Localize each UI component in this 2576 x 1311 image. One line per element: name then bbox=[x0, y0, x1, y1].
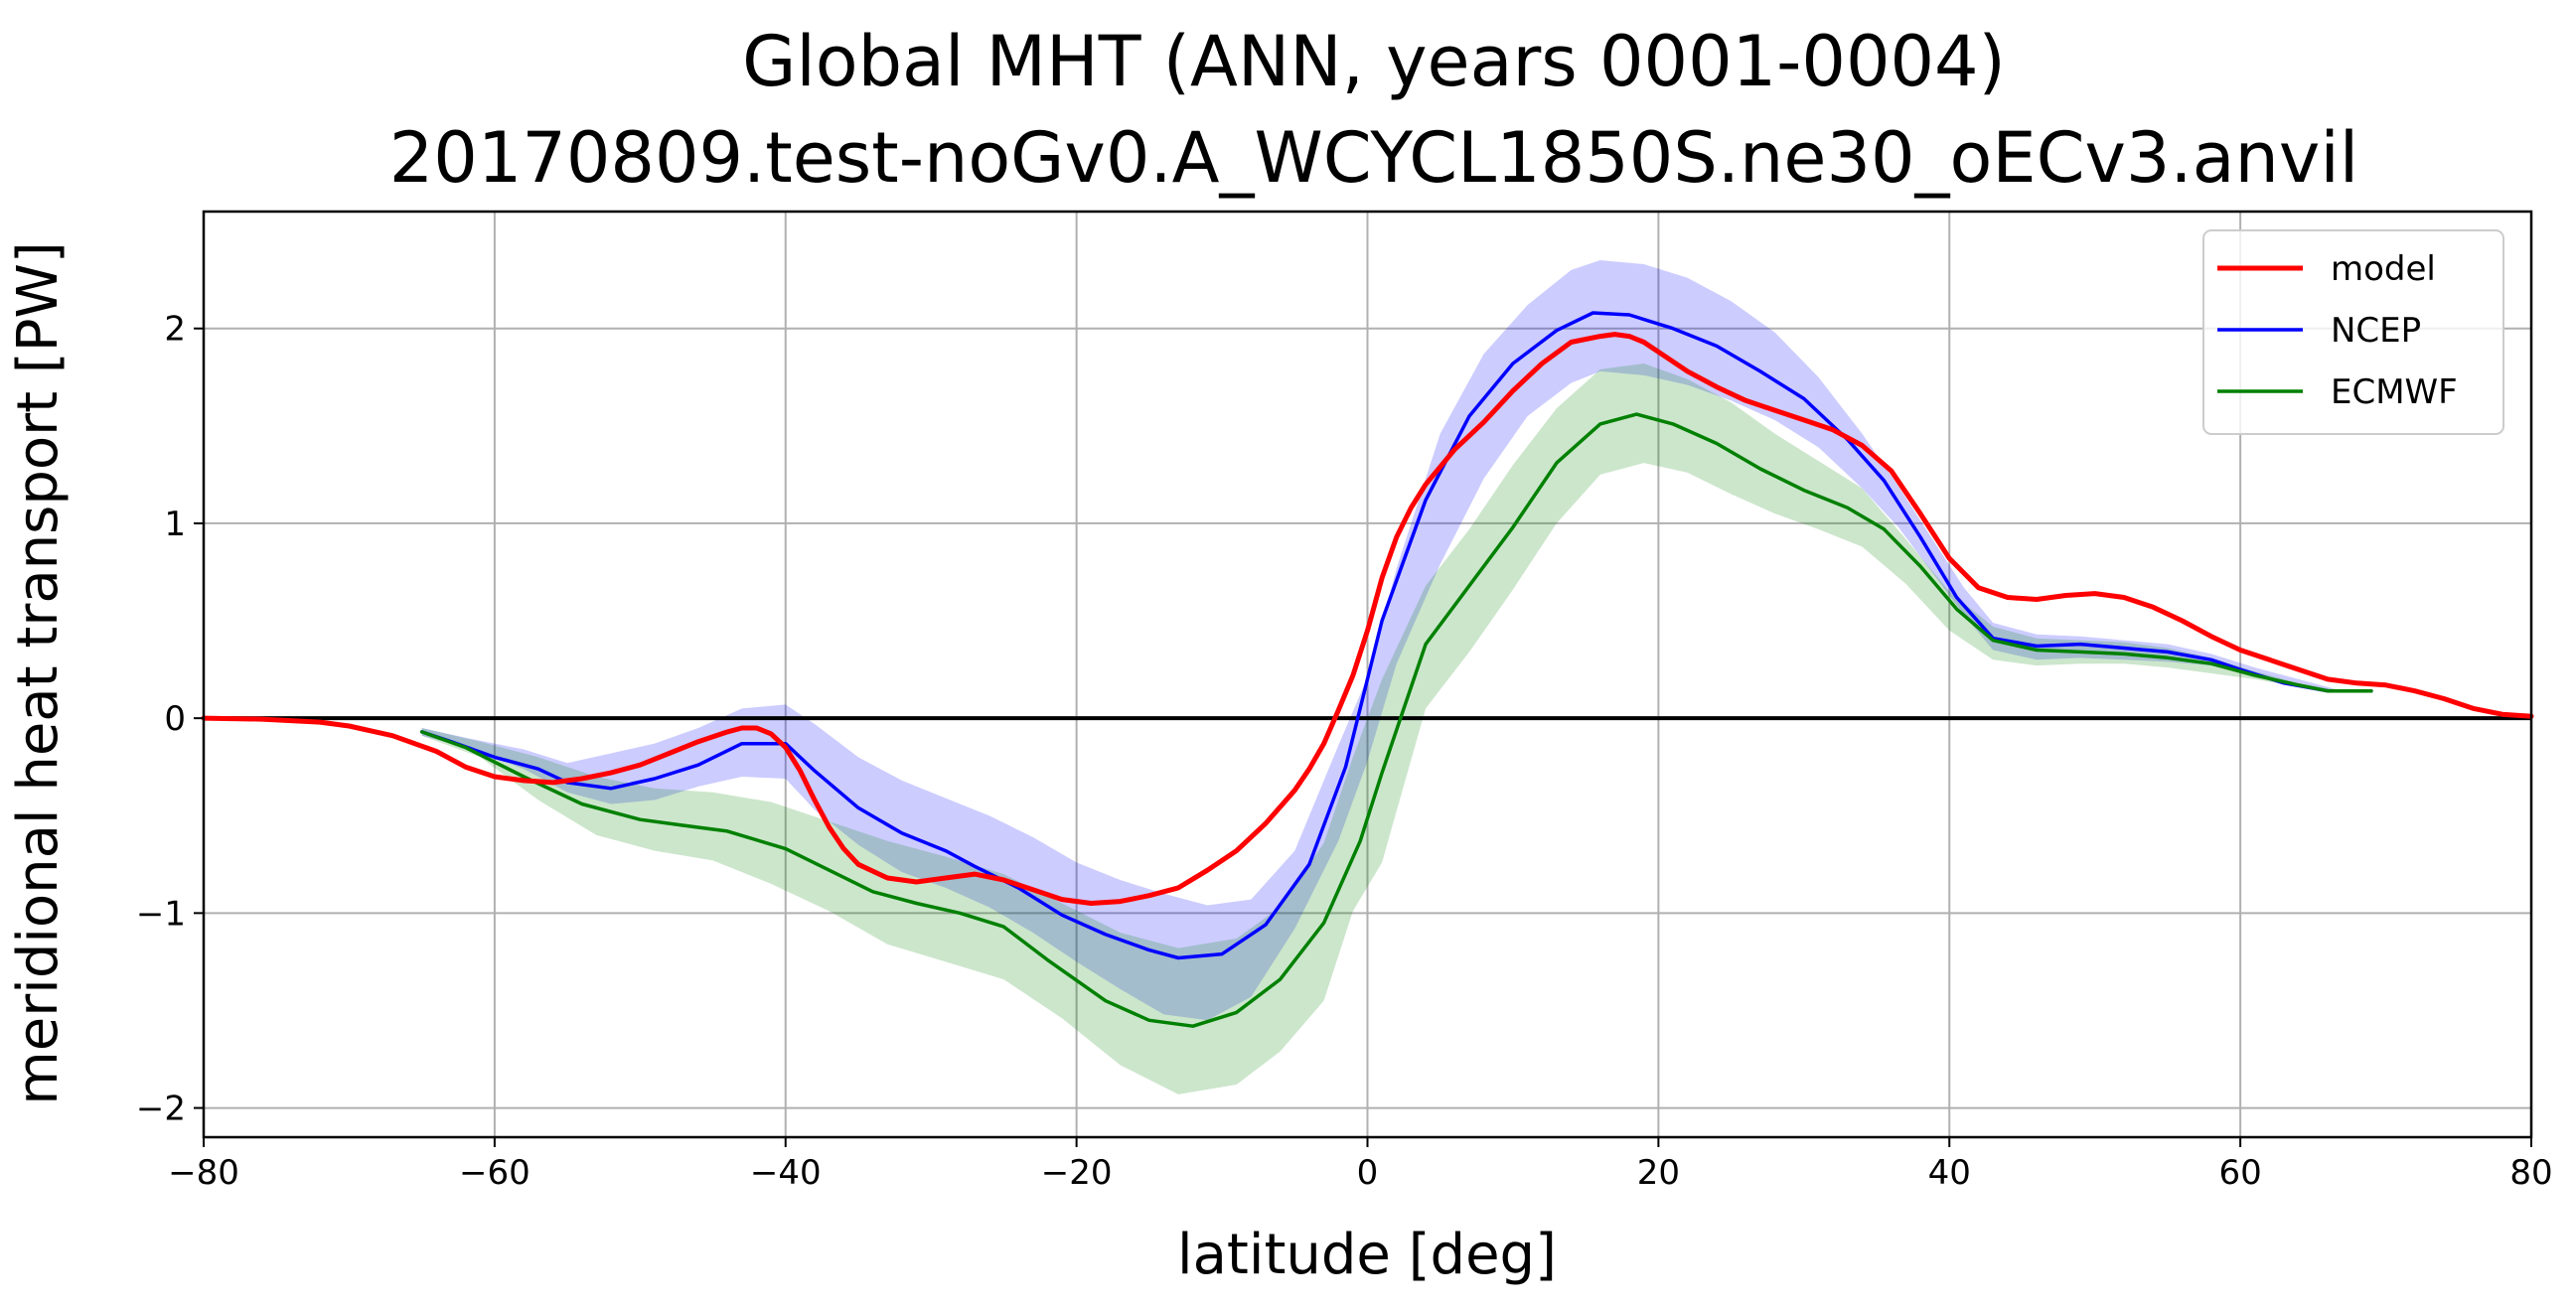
x-tick-label: 60 bbox=[2218, 1153, 2261, 1193]
ecmwf-series-line bbox=[419, 412, 2373, 1028]
ncep-legend-label: NCEP bbox=[2331, 311, 2421, 351]
x-tick-label: −80 bbox=[168, 1153, 239, 1193]
x-tick-label: 80 bbox=[2509, 1153, 2552, 1193]
y-tick-label: 2 bbox=[164, 310, 186, 350]
x-tick-label: −60 bbox=[459, 1153, 530, 1193]
model-legend-label: model bbox=[2331, 249, 2436, 289]
x-tick-label: −40 bbox=[750, 1153, 822, 1193]
x-tick-label: 20 bbox=[1637, 1153, 1680, 1193]
x-axis-ticks: −80 −60 −40 −20 0 20 40 60 80 bbox=[168, 1137, 2553, 1193]
ecmwf-legend-label: ECMWF bbox=[2331, 372, 2458, 412]
x-tick-label: 0 bbox=[1357, 1153, 1379, 1193]
legend: model NCEP ECMWF bbox=[2202, 229, 2504, 435]
y-tick-label: 1 bbox=[164, 505, 186, 544]
chart-subtitle: 20170809.test-noGv0.A_WCYCL1850S.ne30_oE… bbox=[389, 117, 2359, 199]
ncep-uncertainty-band bbox=[421, 260, 2343, 1021]
x-tick-label: 40 bbox=[1928, 1153, 1971, 1193]
model-series-line bbox=[201, 332, 2534, 906]
y-tick-label: −1 bbox=[136, 894, 186, 934]
series-lines bbox=[201, 311, 2534, 1028]
ecmwf-uncertainty-band bbox=[421, 364, 2343, 1094]
y-tick-label: 0 bbox=[164, 699, 186, 739]
y-axis-label: meridional heat transport [PW] bbox=[6, 241, 71, 1105]
y-tick-label: −2 bbox=[136, 1090, 186, 1129]
x-tick-label: −20 bbox=[1041, 1153, 1113, 1193]
chart-title: Global MHT (ANN, years 0001-0004) bbox=[742, 21, 2006, 102]
legend-box bbox=[2202, 229, 2504, 435]
uncertainty-bands bbox=[421, 260, 2343, 1094]
ncep-series-line bbox=[419, 311, 2373, 960]
y-axis-ticks: −2 −1 0 1 2 bbox=[136, 310, 204, 1129]
x-axis-label: latitude [deg] bbox=[1177, 1223, 1557, 1287]
